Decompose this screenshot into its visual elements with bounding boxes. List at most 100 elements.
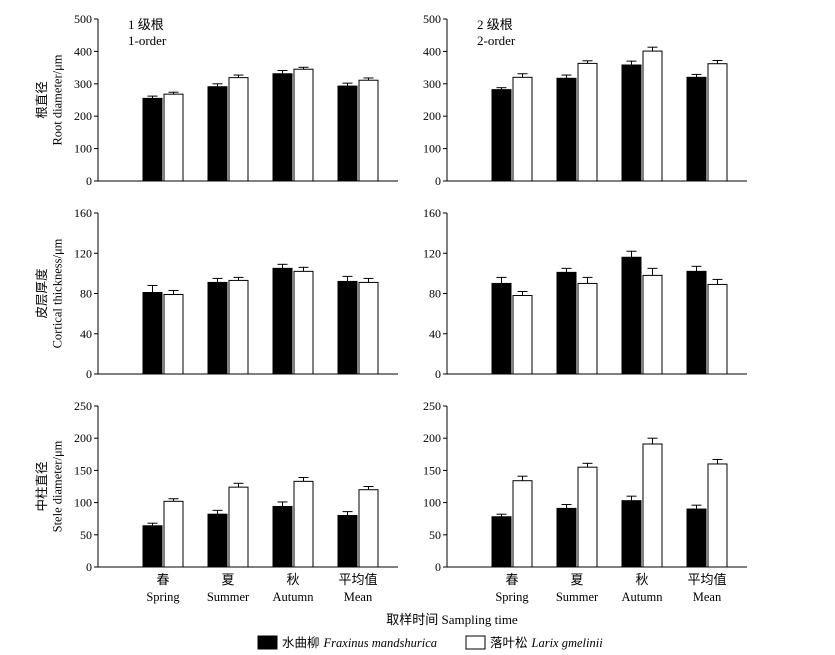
y-tick-label: 0 [435, 174, 441, 188]
y-tick-label: 160 [423, 206, 441, 220]
y-axis-label-zh: 皮层厚度 [34, 268, 49, 319]
bar-larix-spring [163, 500, 184, 568]
bar-fraxinus-summer [556, 507, 577, 568]
x-axis-title: 取样时间 Sampling time [386, 612, 518, 627]
y-tick-label: 0 [435, 367, 441, 381]
y-tick-label: 150 [423, 463, 441, 477]
bar-larix-summer [228, 77, 249, 182]
bar-larix-mean [358, 281, 379, 375]
y-tick-label: 200 [423, 431, 441, 445]
bar-fraxinus-spring [491, 282, 512, 375]
panel-r3-c2: 0 50 100 150 200 250 春 Spring 夏 Summer 秋 Autumn 平均值 M… [423, 399, 747, 604]
bar-fraxinus-mean [686, 508, 707, 568]
y-axis-label-en: Cortical thickness/μm [50, 238, 64, 348]
bar-fraxinus-summer [556, 77, 577, 182]
bar-fraxinus-summer [556, 271, 577, 375]
y-tick-label: 500 [74, 12, 92, 26]
y-tick-label: 40 [80, 327, 92, 341]
bar-fraxinus-spring [142, 97, 163, 182]
legend-label-fraxinus: 水曲柳 Fraxinus mandshurica [282, 636, 437, 650]
category-label-zh: 平均值 [687, 572, 726, 587]
bar-fraxinus-autumn [272, 73, 293, 182]
legend-label-larix: 落叶松 Larix gmelinii [490, 636, 603, 650]
y-tick-label: 200 [74, 109, 92, 123]
bar-larix-spring [163, 294, 184, 375]
y-tick-label: 50 [429, 528, 441, 542]
bar-larix-summer [577, 282, 598, 375]
category-label-en: Spring [146, 590, 180, 604]
bar-fraxinus-autumn [621, 500, 642, 568]
bar-larix-mean [358, 489, 379, 568]
category-label-en: Autumn [622, 590, 664, 604]
bar-larix-autumn [293, 270, 314, 375]
category-label-zh: 夏 [570, 572, 583, 587]
y-tick-label: 400 [423, 44, 441, 58]
y-tick-label: 100 [74, 142, 92, 156]
legend-fraxinus-latin: Fraxinus mandshurica [323, 636, 438, 650]
legend-larix-latin: Larix gmelinii [531, 636, 604, 650]
panel-order-label-line1: 2 级根 [477, 17, 513, 32]
bar-larix-summer [577, 466, 598, 568]
panel-order-label-line1: 1 级根 [128, 17, 164, 32]
bar-fraxinus-mean [337, 514, 358, 568]
legend: 水曲柳 Fraxinus mandshurica 落叶松 Larix gmelini… [257, 635, 603, 650]
legend-swatch-fraxinus [257, 635, 278, 650]
bar-fraxinus-autumn [621, 64, 642, 182]
panel-r1-c2: 0 100 200 300 400 500 2 级根2-order [423, 12, 747, 188]
y-tick-label: 100 [423, 142, 441, 156]
bar-larix-autumn [293, 480, 314, 568]
y-tick-label: 500 [423, 12, 441, 26]
y-axis-label-en: Stele diameter/μm [50, 440, 64, 532]
bar-larix-autumn [642, 50, 663, 182]
panel-r2-c2: 0 40 80 120 160 [423, 206, 747, 381]
y-tick-label: 100 [423, 496, 441, 510]
bar-fraxinus-spring [142, 291, 163, 375]
legend-larix-zh: 落叶松 [490, 636, 528, 650]
bar-fraxinus-spring [491, 516, 512, 568]
legend-fraxinus-zh: 水曲柳 [282, 636, 320, 650]
y-tick-label: 250 [423, 399, 441, 413]
category-label-zh: 春 [505, 572, 518, 587]
category-label-en: Summer [207, 590, 250, 604]
bar-larix-spring [512, 480, 533, 568]
category-label-en: Summer [556, 590, 599, 604]
bar-fraxinus-mean [337, 85, 358, 182]
y-axis-label-en: Root diameter/μm [50, 54, 64, 145]
y-tick-label: 300 [423, 77, 441, 91]
y-tick-label: 100 [74, 496, 92, 510]
bar-larix-autumn [642, 443, 663, 568]
y-tick-label: 250 [74, 399, 92, 413]
bar-larix-summer [228, 279, 249, 375]
y-tick-label: 200 [423, 109, 441, 123]
bar-fraxinus-summer [207, 281, 228, 375]
bar-fraxinus-mean [686, 270, 707, 375]
y-tick-label: 0 [86, 367, 92, 381]
y-tick-label: 0 [86, 560, 92, 574]
bar-larix-mean [707, 63, 728, 182]
category-label-zh: 平均值 [338, 572, 377, 587]
category-label-zh: 秋 [286, 572, 299, 587]
bar-fraxinus-spring [142, 525, 163, 568]
category-label-en: Mean [693, 590, 722, 604]
panel-order-label-line2: 2-order [477, 33, 516, 48]
bar-fraxinus-autumn [621, 256, 642, 375]
bar-larix-summer [228, 486, 249, 568]
category-label-en: Mean [344, 590, 373, 604]
bar-larix-autumn [293, 68, 314, 182]
category-label-zh: 秋 [635, 572, 648, 587]
category-label-en: Autumn [273, 590, 315, 604]
bar-larix-mean [358, 79, 379, 182]
category-label-en: Spring [495, 590, 529, 604]
bar-larix-spring [163, 93, 184, 182]
category-label-zh: 夏 [221, 572, 234, 587]
y-axis-label-row-3: 中柱直径 Stele diameter/μm [34, 440, 65, 532]
bar-larix-mean [707, 463, 728, 568]
y-tick-label: 80 [80, 287, 92, 301]
panel-r1-c1: 0 100 200 300 400 500 1 级根1-order [74, 12, 398, 188]
legend-swatch-larix [465, 635, 486, 650]
bar-larix-mean [707, 283, 728, 375]
bar-fraxinus-mean [337, 280, 358, 375]
bar-larix-spring [512, 76, 533, 182]
panel-r3-c1: 0 50 100 150 200 250 春 Spring 夏 Summer 秋 Autumn 平均值 M… [74, 399, 398, 604]
